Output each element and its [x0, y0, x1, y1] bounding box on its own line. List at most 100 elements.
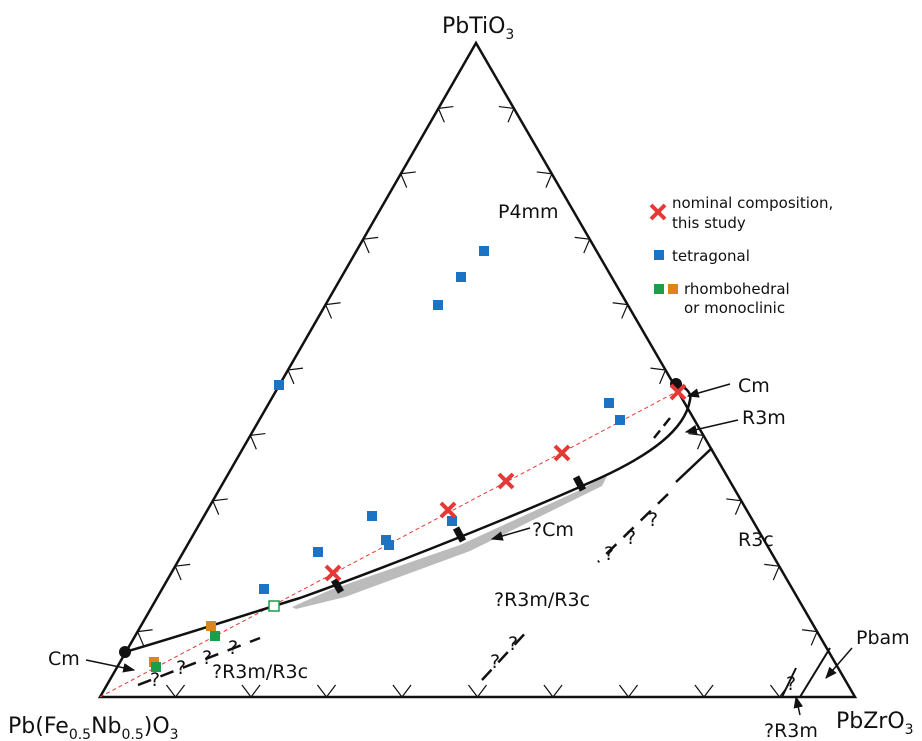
edge-tick	[688, 432, 705, 450]
edge-tick	[764, 563, 781, 581]
phase-boundary	[675, 447, 713, 483]
edge-tick	[392, 684, 412, 698]
question-mark: ?	[490, 651, 500, 673]
question-mark: ?	[648, 509, 658, 531]
legend-square	[668, 284, 678, 294]
region-label: Cm	[48, 648, 80, 670]
legend-text: tetragonal	[672, 247, 750, 265]
vertex-sub: 0.5	[122, 727, 144, 741]
arrows	[85, 383, 853, 716]
sample-point	[433, 300, 443, 310]
edge-tick	[174, 563, 191, 581]
legend-cross	[649, 203, 667, 221]
edge-tick	[211, 498, 228, 515]
legend-square	[654, 250, 664, 260]
edge-tick	[241, 684, 261, 698]
edge-tick	[612, 302, 629, 319]
region-label: Cm	[738, 375, 770, 397]
vertex-label: Pb(Fe0.5Nb0.5)O3	[8, 714, 179, 741]
nominal-cross	[439, 501, 457, 519]
question-mark: ?	[202, 647, 212, 669]
question-mark: ?	[228, 637, 238, 659]
sample-point	[367, 511, 377, 521]
legend-text: rhombohedral	[684, 280, 790, 298]
sample-point	[151, 662, 161, 672]
sample-point	[384, 540, 394, 550]
arrow	[686, 383, 731, 398]
vertex-text: Pb(Fe	[8, 714, 69, 739]
edge-tick	[437, 105, 454, 123]
nominal-cross	[324, 564, 342, 582]
edge-tick	[287, 367, 304, 385]
sample-point	[274, 380, 284, 390]
vertex-text: PbTiO	[442, 14, 505, 39]
sample-point	[615, 415, 625, 425]
triangle	[97, 40, 858, 699]
question-mark: ?	[604, 543, 614, 565]
vertex-text: PbZrO	[836, 709, 905, 734]
vertex-label: PbTiO3	[442, 14, 514, 43]
edge-tick	[543, 684, 563, 698]
phase-boundary	[799, 647, 831, 698]
region-label: ?Cm	[532, 519, 574, 541]
boundary-marker	[572, 475, 587, 492]
edge-tick	[726, 498, 743, 515]
shaded-region	[292, 474, 608, 609]
question-mark: ?	[626, 527, 636, 549]
boundary-marker	[330, 578, 345, 594]
dashed-boundary	[653, 417, 671, 439]
endpoint	[119, 646, 131, 658]
nominal-cross	[669, 383, 687, 401]
edge-tick	[324, 302, 341, 319]
open-point	[268, 600, 280, 612]
edge-tick	[165, 684, 186, 698]
sample-point	[456, 272, 466, 282]
region-label: ?R3m	[764, 720, 818, 741]
edge-tick	[316, 684, 337, 698]
region-label: Pbam	[856, 627, 910, 649]
sample-point	[210, 631, 220, 641]
points	[149, 246, 687, 672]
edge-tick	[694, 684, 714, 698]
vertex-sub: 3	[170, 727, 179, 741]
edge-tick	[574, 236, 591, 254]
vertex-label: PbZrO3	[836, 709, 914, 738]
phase-boundary	[124, 382, 692, 654]
sample-point	[447, 516, 457, 526]
vertex-text: )O	[144, 714, 170, 739]
vertex-sub: 3	[905, 722, 914, 738]
region-label: P4mm	[498, 201, 559, 223]
question-mark: ?	[786, 673, 796, 695]
edge-tick	[802, 629, 818, 646]
sample-point	[259, 584, 269, 594]
legend-text: this study	[672, 214, 746, 232]
region-label: ?R3m/R3c	[212, 661, 308, 683]
edge-tick	[498, 105, 515, 123]
edge-tick	[618, 684, 639, 698]
question-mark: ?	[508, 633, 518, 655]
arrow	[490, 527, 531, 541]
nominal-cross	[497, 472, 515, 490]
nominal-cross	[553, 444, 571, 462]
arrow	[684, 419, 739, 435]
sample-point	[604, 398, 614, 408]
edge-tick	[362, 236, 379, 254]
edge-tick	[136, 629, 153, 646]
legend-text: nominal composition,	[672, 194, 833, 212]
sample-point	[479, 246, 489, 256]
edge-tick	[650, 367, 667, 385]
arrow	[825, 647, 853, 679]
question-marks: ??????????	[150, 509, 796, 695]
vertex-text: Nb	[91, 714, 121, 739]
sample-point	[313, 547, 323, 557]
edge-tick	[249, 432, 266, 450]
vertex-sub: 3	[505, 27, 514, 43]
boundary-markers	[330, 475, 587, 594]
question-mark: ?	[150, 669, 160, 691]
dashed-boundary	[481, 627, 531, 681]
vertex-sub: 0.5	[69, 727, 91, 741]
arrow	[85, 659, 136, 673]
edge-tick	[399, 171, 416, 188]
phase-boundary	[781, 667, 797, 698]
